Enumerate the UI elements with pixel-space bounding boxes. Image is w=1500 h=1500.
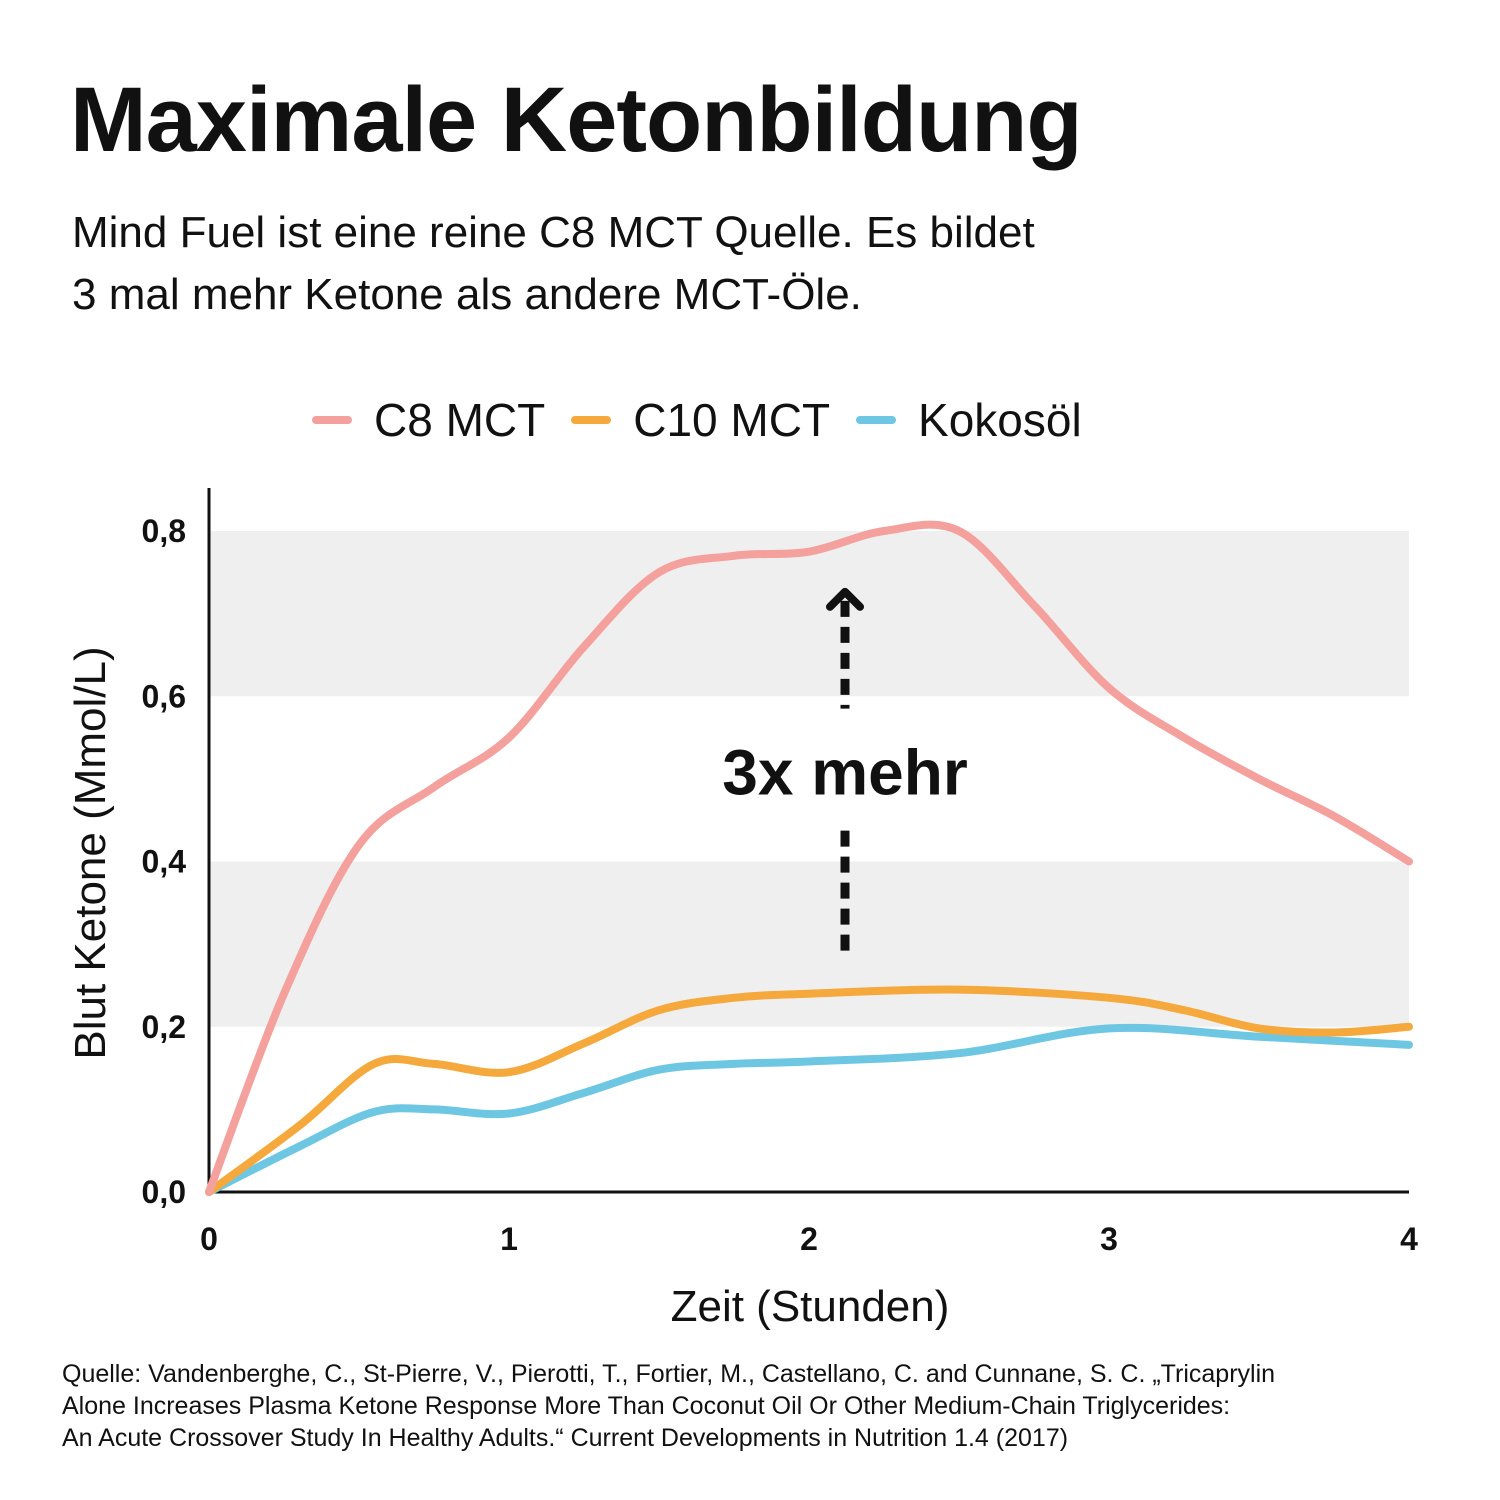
source-line-1: Quelle: Vandenberghe, C., St-Pierre, V.,… [62, 1360, 1276, 1388]
legend-item-c8: C8 MCT [312, 393, 545, 447]
y-tick-label: 0,6 [142, 678, 186, 714]
grid-band [209, 531, 1409, 697]
x-tick-label: 4 [1400, 1221, 1418, 1257]
page-subtitle: Mind Fuel ist eine reine C8 MCT Quelle. … [72, 202, 1272, 326]
series-line-c10 [205, 985, 1413, 1196]
series-line-c8 [205, 520, 1413, 1196]
chart-axes [207, 488, 1409, 1194]
subtitle-line-1: Mind Fuel ist eine reine C8 MCT Quelle. … [72, 208, 1035, 257]
page-title: Maximale Ketonbildung [70, 69, 1083, 171]
source-line-2: Alone Increases Plasma Ketone Response M… [62, 1392, 1231, 1420]
x-tick-label: 3 [1100, 1221, 1118, 1257]
x-tick-label: 0 [200, 1221, 218, 1257]
x-tick-label: 2 [800, 1221, 818, 1257]
legend-swatch-c10 [571, 416, 612, 424]
subtitle-line-2: 3 mal mehr Ketone als andere MCT-Öle. [72, 270, 862, 319]
legend-label-c8: C8 MCT [374, 394, 546, 446]
grid-bands [209, 531, 1409, 1027]
legend-label-kokosoel: Kokosöl [918, 394, 1082, 446]
chart-legend: C8 MCT C10 MCT Kokosöl [312, 390, 1108, 450]
legend-item-c10: C10 MCT [571, 393, 830, 447]
tick-labels: 0,0 0,2 0,4 0,6 0,8 0 1 2 3 4 [142, 513, 1419, 1257]
grid-band [209, 861, 1409, 1027]
y-tick-label: 0,2 [142, 1009, 186, 1045]
series-lines [205, 520, 1413, 1196]
y-tick-label: 0,0 [142, 1174, 186, 1210]
y-axis-label: Blut Ketone (Mmol/L) [66, 646, 115, 1059]
x-axis-label: Zeit (Stunden) [671, 1282, 950, 1331]
annotation-arrowhead [826, 587, 864, 611]
legend-swatch-kokosoel [856, 416, 897, 424]
legend-label-c10: C10 MCT [633, 394, 831, 446]
line-chart: 3x mehr 0,0 0,2 0,4 0,6 0,8 0 1 2 3 4 Zeit (Stund… [66, 488, 1419, 1331]
annotation-label: 3x mehr [722, 737, 967, 809]
y-tick-label: 0,8 [142, 513, 186, 549]
series-line-kokosoel [205, 1023, 1413, 1196]
annotation: 3x mehr [722, 587, 968, 957]
legend-swatch-c8 [312, 416, 352, 424]
source-line-3: An Acute Crossover Study In Healthy Adul… [62, 1424, 1069, 1452]
legend-item-kokosoel: Kokosöl [856, 393, 1082, 447]
x-tick-label: 1 [500, 1221, 518, 1257]
y-tick-label: 0,4 [142, 844, 187, 880]
source-citation: Quelle: Vandenberghe, C., St-Pierre, V.,… [62, 1358, 1462, 1454]
